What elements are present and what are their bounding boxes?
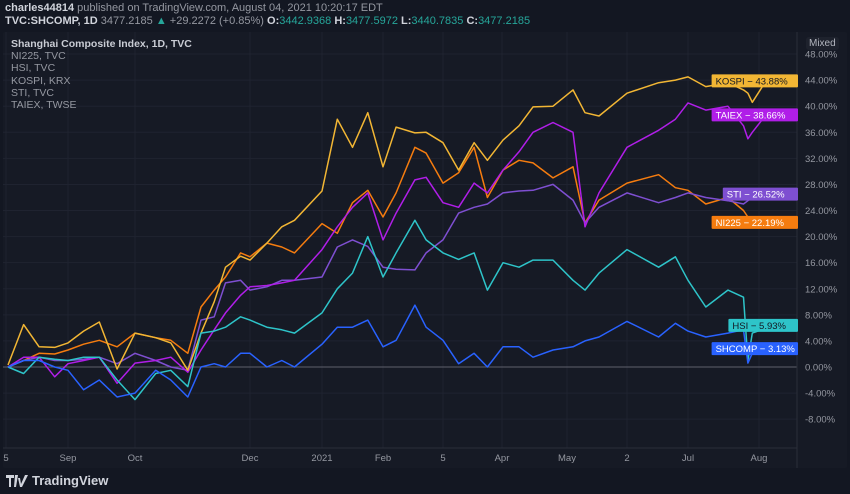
- y-tick-label: 12.00%: [805, 284, 838, 295]
- series-line-shcomp: [7, 304, 767, 398]
- last-value-label-ni225: NI225 − 22.19%: [716, 218, 785, 229]
- tradingview-brand: TradingView: [6, 473, 108, 488]
- x-tick-label: 5: [440, 453, 445, 464]
- legend-item-taiex[interactable]: TAIEX, TWSE: [11, 99, 77, 112]
- y-tick-label: 36.00%: [805, 128, 838, 139]
- high-value: 3477.5972: [345, 15, 398, 27]
- x-tick-label: 2: [624, 453, 629, 464]
- legend-item-shcomp[interactable]: Shanghai Composite Index, 1D, TVC: [11, 38, 192, 50]
- author-link[interactable]: charles44814: [5, 2, 75, 14]
- ohlc-header: TVC:SHCOMP, 1D 3477.2185 ▲ +29.2272 (+0.…: [5, 15, 530, 27]
- y-tick-label: -4.00%: [805, 389, 836, 400]
- low-label: L:: [401, 15, 412, 27]
- legend-item-ni225[interactable]: NI225, TVC: [11, 50, 66, 63]
- publish-info: charles44814 published on TradingView.co…: [5, 2, 383, 14]
- price-change: +29.2272 (+0.85%): [169, 15, 264, 27]
- last-value-label-taiex: TAIEX − 38.66%: [716, 110, 786, 121]
- legend-item-kospi[interactable]: KOSPI, KRX: [11, 74, 71, 87]
- last-value-label-bg-ni225: [711, 215, 798, 229]
- open-value: 3442.9368: [279, 15, 332, 27]
- up-triangle-icon: ▲: [155, 15, 167, 27]
- y-tick-label: 16.00%: [805, 258, 838, 269]
- legend-item-sti[interactable]: STI, TVC: [11, 86, 54, 99]
- y-tick-label: 44.00%: [805, 76, 838, 87]
- y-tick-label: 8.00%: [805, 310, 832, 321]
- last-price: 3477.2185: [100, 15, 153, 27]
- y-tick-label: 0.00%: [805, 363, 832, 374]
- close-value: 3477.2185: [478, 15, 531, 27]
- last-value-label-shcomp: SHCOMP − 3.13%: [716, 344, 796, 355]
- scale-mode-button[interactable]: Mixed: [806, 37, 839, 50]
- last-value-label-kospi: KOSPI − 43.88%: [716, 76, 789, 87]
- x-tick-label: Apr: [495, 453, 510, 464]
- x-tick-label: May: [558, 453, 576, 464]
- y-tick-label: 32.00%: [805, 154, 838, 165]
- brand-name: TradingView: [32, 473, 109, 488]
- y-tick-label: 28.00%: [805, 180, 838, 191]
- x-tick-label: 2021: [311, 453, 332, 464]
- series-legend: Shanghai Composite Index, 1D, TVC NI225,…: [11, 38, 192, 111]
- last-value-label-bg-shcomp: [711, 342, 798, 356]
- legend-item-hsi[interactable]: HSI, TVC: [11, 62, 56, 75]
- series-line-sti: [7, 183, 767, 372]
- last-value-label-hsi: HSI − 5.93%: [732, 321, 786, 332]
- y-tick-label: 20.00%: [805, 232, 838, 243]
- series-line-taiex: [7, 102, 767, 385]
- x-tick-label: Feb: [375, 453, 391, 464]
- x-tick-label: Sep: [60, 453, 77, 464]
- x-tick-label: Aug: [751, 453, 768, 464]
- last-value-label-bg-taiex: [711, 108, 798, 122]
- close-label: C:: [466, 15, 479, 27]
- last-value-label-sti: STI − 26.52%: [727, 190, 785, 201]
- x-tick-label: Oct: [128, 453, 143, 464]
- chart-pane[interactable]: [3, 32, 847, 468]
- y-tick-label: 24.00%: [805, 206, 838, 217]
- x-tick-label: Dec: [242, 453, 259, 464]
- y-tick-label: 40.00%: [805, 102, 838, 113]
- high-label: H:: [334, 15, 346, 27]
- tradingview-logo-icon: [6, 474, 28, 487]
- last-value-label-bg-kospi: [711, 74, 798, 88]
- series-line-hsi: [7, 219, 767, 401]
- series-line-kospi: [7, 76, 767, 372]
- last-value-label-bg-hsi: [728, 318, 798, 332]
- symbol-label: TVC:SHCOMP, 1D: [5, 15, 98, 27]
- y-tick-label: -8.00%: [805, 415, 836, 426]
- publish-text: published on TradingView.com, August 04,…: [74, 2, 383, 14]
- y-tick-label: 48.00%: [805, 50, 838, 61]
- open-label: O:: [267, 15, 280, 27]
- x-tick-label: Jul: [682, 453, 694, 464]
- last-value-label-bg-sti: [722, 187, 798, 201]
- low-value: 3440.7835: [411, 15, 464, 27]
- x-tick-label: 5: [3, 453, 8, 464]
- y-tick-label: 4.00%: [805, 336, 832, 347]
